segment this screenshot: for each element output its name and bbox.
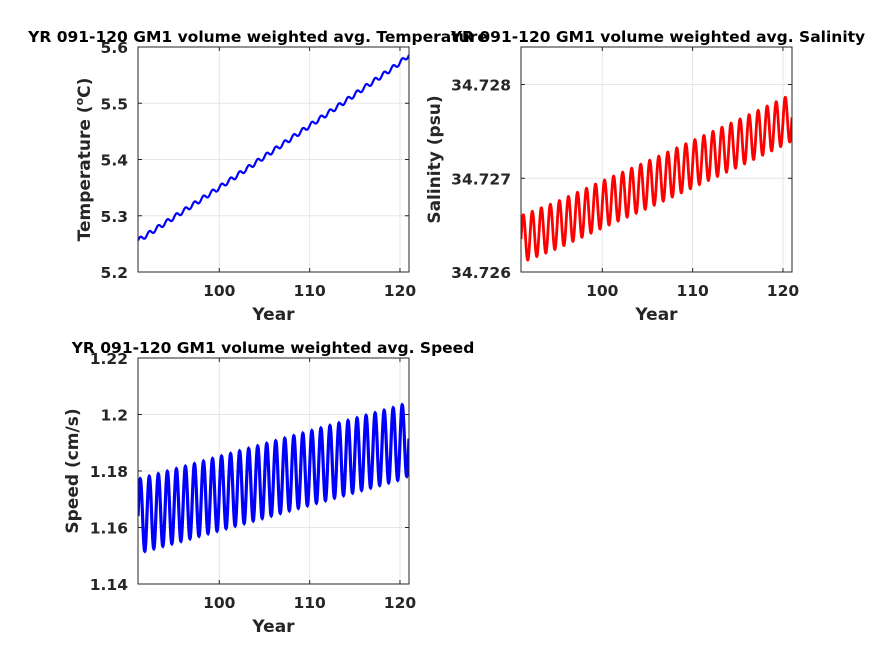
y-tick-label: 5.3 bbox=[101, 208, 128, 226]
y-axis-label: Speed (cm/s) bbox=[63, 408, 83, 533]
y-tick-label: 34.727 bbox=[451, 170, 511, 188]
y-axis-label: Salinity (psu) bbox=[425, 95, 445, 223]
y-tick-label: 1.22 bbox=[90, 350, 128, 368]
chart-1: 100 110 120 5.2 5.3 5.4 5.5 5.6 Year Temperature … bbox=[27, 28, 488, 325]
y-tick-label: 5.5 bbox=[101, 95, 128, 113]
x-tick-label: 120 bbox=[767, 282, 800, 300]
y-tick-label: 1.16 bbox=[90, 520, 128, 538]
x-axis-label: Year bbox=[634, 305, 678, 325]
x-tick-label: 100 bbox=[203, 594, 236, 612]
x-tick-label: 110 bbox=[676, 282, 709, 300]
y-axis-label-text: Temperature ( bbox=[75, 105, 95, 241]
axes-box bbox=[520, 46, 793, 273]
x-tick-label: 120 bbox=[384, 282, 417, 300]
chart-title: YR 091-120 GM1 volume weighted avg. Spee… bbox=[71, 339, 475, 357]
x-tick-label: 120 bbox=[384, 594, 417, 612]
x-tick-label: 100 bbox=[586, 282, 619, 300]
y-tick-label: 5.6 bbox=[101, 39, 128, 57]
x-axis-label: Year bbox=[251, 305, 295, 325]
x-axis-label: Year bbox=[251, 617, 295, 637]
y-tick-label: 34.728 bbox=[451, 77, 511, 95]
x-tick-label: 110 bbox=[293, 282, 326, 300]
y-tick-label: 1.2 bbox=[101, 407, 128, 425]
y-tick-label: 1.14 bbox=[90, 576, 128, 594]
y-tick-label: 1.18 bbox=[90, 463, 128, 481]
chart-3: 100 110 120 1.14 1.16 1.18 1.2 1.22 Year Speed (c… bbox=[63, 339, 474, 637]
series-line bbox=[138, 54, 409, 241]
y-axis-label-unit: C) bbox=[75, 78, 95, 98]
y-axis-label-superscript: o bbox=[73, 97, 86, 105]
series-line bbox=[138, 402, 409, 554]
series-line bbox=[521, 95, 792, 262]
chart-2: 100 110 120 34.726 34.727 34.728 Year Salinity … bbox=[425, 28, 865, 325]
chart-title: YR 091-120 GM1 volume weighted avg. Sali… bbox=[450, 28, 865, 46]
chart-title: YR 091-120 GM1 volume weighted avg. Temp… bbox=[27, 28, 488, 46]
x-tick-label: 110 bbox=[293, 594, 326, 612]
y-tick-label: 34.726 bbox=[451, 264, 511, 282]
y-tick-label: 5.4 bbox=[101, 152, 129, 170]
y-axis-label: Temperature (oC) bbox=[73, 78, 95, 242]
y-tick-label: 5.2 bbox=[101, 264, 128, 282]
x-tick-label: 100 bbox=[203, 282, 236, 300]
